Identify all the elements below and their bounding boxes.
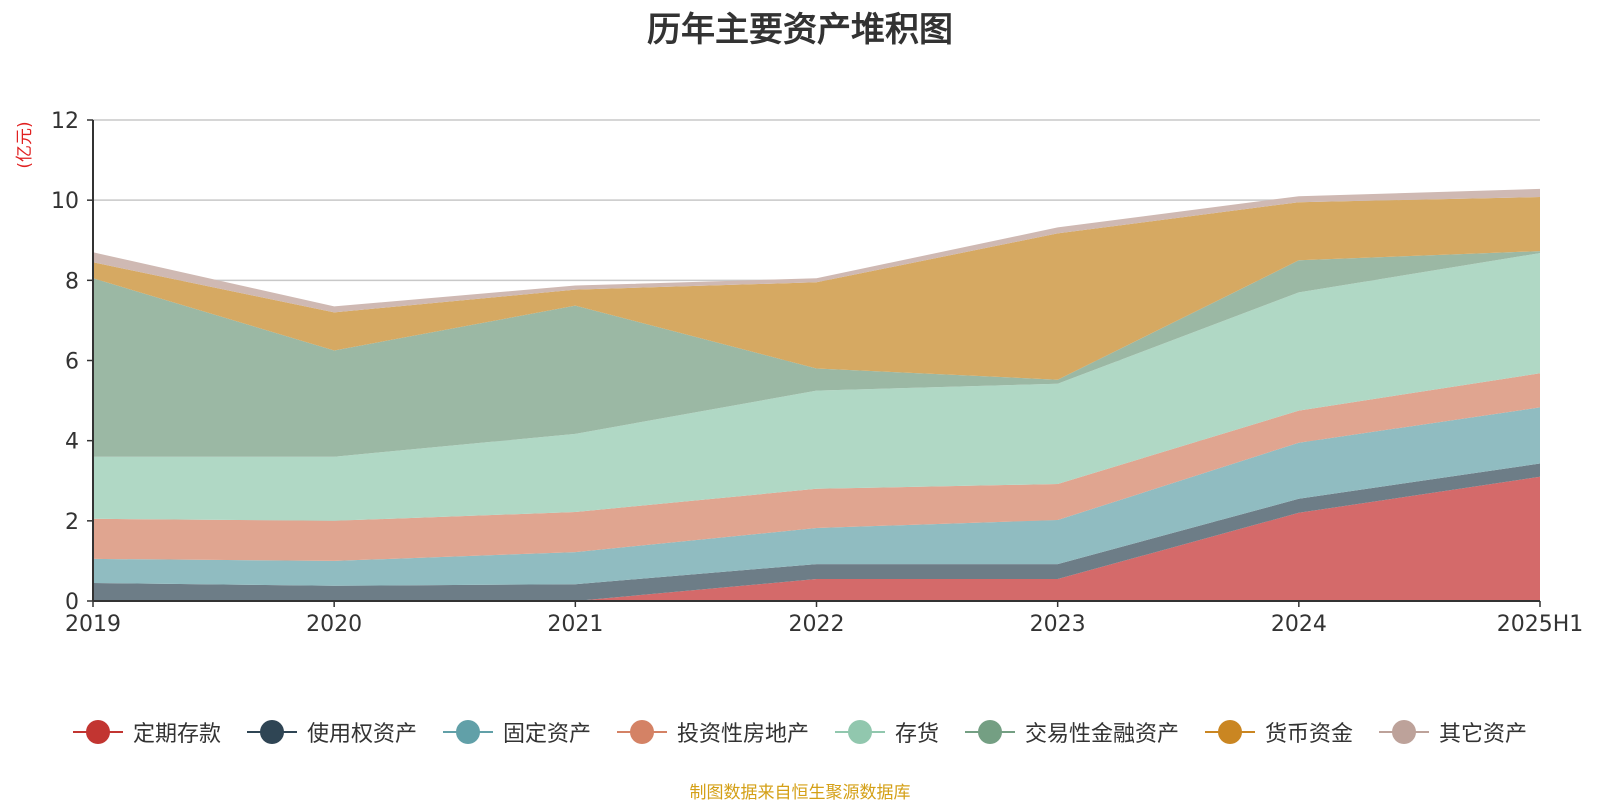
legend-swatch-icon — [72, 720, 123, 744]
legend-item[interactable]: 定期存款 — [72, 716, 221, 748]
legend-label: 定期存款 — [132, 722, 221, 747]
legend-swatch-icon — [1205, 720, 1256, 744]
axes: 0 2 4 6 8 10 12 2019 2020 2021 2022 2023 2024 2025H1 — [51, 109, 1583, 637]
legend-swatch-icon — [246, 720, 297, 744]
x-tick-label: 2025H1 — [1497, 612, 1584, 637]
y-tick-label: 4 — [65, 430, 79, 455]
legend-item[interactable]: 投资性房地产 — [616, 716, 809, 748]
legend-label: 存货 — [895, 722, 940, 747]
y-tick-label: 8 — [65, 269, 79, 294]
y-tick-label: 0 — [65, 590, 79, 615]
legend-item[interactable]: 交易性金融资产 — [965, 716, 1179, 748]
legend-label: 其它资产 — [1439, 722, 1528, 747]
x-tick-label: 2024 — [1271, 612, 1327, 637]
area-使用权资产 — [93, 463, 1540, 601]
area-固定资产 — [93, 407, 1540, 586]
y-axis-label: (亿元) — [15, 121, 35, 168]
y-tick-label: 10 — [51, 189, 79, 214]
y-tick-label: 6 — [65, 350, 79, 375]
legend-item[interactable]: 使用权资产 — [246, 716, 417, 748]
legend-swatch-icon — [965, 720, 1016, 744]
legend-label: 货币资金 — [1265, 722, 1354, 747]
y-tick-label: 2 — [65, 510, 79, 535]
legend-swatch-icon — [1379, 720, 1430, 744]
legend-item[interactable]: 存货 — [835, 716, 939, 748]
x-tick-label: 2021 — [547, 612, 603, 637]
x-tick-label: 2022 — [789, 612, 845, 637]
legend-item[interactable]: 其它资产 — [1379, 716, 1527, 748]
y-tick-label: 12 — [51, 109, 79, 134]
x-tick-label: 2023 — [1030, 612, 1086, 637]
x-tick-label: 2019 — [65, 612, 121, 637]
legend-label: 使用权资产 — [306, 722, 417, 747]
source-note: 制图数据来自恒生聚源数据库 — [689, 783, 911, 803]
legend-swatch-icon — [835, 720, 885, 744]
legend-label: 交易性金融资产 — [1025, 722, 1180, 747]
legend-item[interactable]: 固定资产 — [442, 716, 591, 748]
area-定期存款 — [93, 476, 1540, 601]
legend-swatch-icon — [442, 720, 493, 744]
legend-label: 固定资产 — [502, 722, 591, 747]
x-tick-label: 2020 — [306, 612, 362, 637]
legend-label: 投资性房地产 — [676, 722, 809, 747]
area-交易性金融资产 — [93, 251, 1540, 457]
area-货币资金 — [93, 197, 1540, 380]
legend: 定期存款 使用权资产 固定资产 投资性房地产 存货 交易性金融资产 货币资金 其它资产 — [0, 716, 1600, 748]
legend-swatch-icon — [616, 720, 667, 744]
area-series — [93, 188, 1540, 601]
chart-title: 历年主要资产堆积图 — [647, 10, 953, 50]
legend-item[interactable]: 货币资金 — [1205, 716, 1353, 748]
area-投资性房地产 — [93, 373, 1540, 561]
area-存货 — [93, 253, 1540, 521]
